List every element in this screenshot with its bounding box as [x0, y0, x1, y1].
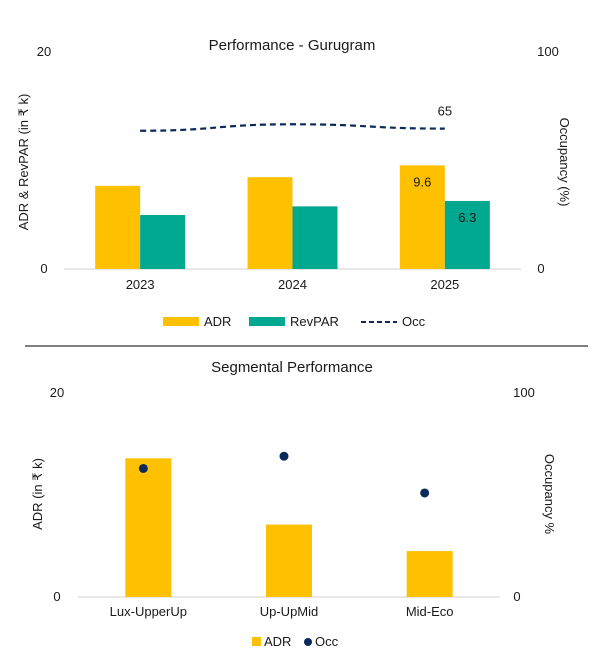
- chart1-y2label: Occupancy (%): [557, 118, 572, 207]
- chart1-bar-adr-2023: [95, 185, 141, 269]
- chart1-x-tick-2024: 2024: [278, 277, 307, 292]
- chart1-x-tick-2023: 2023: [126, 277, 155, 292]
- chart1-y2lim-min: 0: [537, 261, 544, 276]
- chart1-bar-revpar-2024: [292, 206, 338, 269]
- chart2-ylim-min: 0: [53, 589, 60, 604]
- chart1-legend-label-revpar: RevPAR: [290, 314, 339, 329]
- chart1-bar-revpar-2025: [444, 200, 490, 269]
- chart2-y2lim-max: 100: [513, 385, 535, 400]
- chart2-x-tick-Lux-UpperUp: Lux-UpperUp: [110, 604, 187, 619]
- chart1-x-tick-2025: 2025: [430, 277, 459, 292]
- chart2-y2label: Occupancy %: [542, 454, 557, 535]
- chart2-legend-swatch-occ: [304, 638, 312, 646]
- chart1-legend-label-occ: Occ: [402, 314, 426, 329]
- chart2-legend-label-occ: Occ: [315, 634, 339, 649]
- chart1-bar-adr-2025: [399, 165, 445, 269]
- chart2-bar-adr-Mid-Eco: [406, 551, 453, 597]
- chart2-bar-adr-Up-UpMid: [266, 524, 312, 597]
- chart1-legend-label-adr: ADR: [204, 314, 231, 329]
- chart1-legend-swatch-adr: [163, 317, 199, 326]
- chart2-title: Segmental Performance: [211, 359, 373, 376]
- chart2-point-occ-Mid-Eco: [420, 488, 430, 498]
- chart2-x-tick-Up-UpMid: Up-UpMid: [260, 604, 319, 619]
- chart1-bar-revpar-2023: [140, 215, 186, 269]
- chart2-legend-label-adr: ADR: [264, 634, 291, 649]
- chart1-line-occ: [140, 123, 445, 132]
- chart2-ylim-max: 20: [50, 385, 64, 400]
- chart2-point-occ-Lux-UpperUp: [138, 463, 148, 473]
- chart1-legend-swatch-revpar: [249, 317, 285, 326]
- chart1-ylim-min: 0: [40, 261, 47, 276]
- chart2-bar-adr-Lux-UpperUp: [125, 458, 172, 597]
- chart2-y2lim-min: 0: [513, 589, 520, 604]
- chart2-legend-swatch-adr: [252, 637, 261, 646]
- chart-marks: 9.6 6.3 2023 2024 2025 65 ADR RevPAR Occ Lux-Uppe…: [64, 104, 521, 649]
- chart1-data-label-occ-2025: 65: [438, 104, 452, 119]
- chart1-title: Performance - Gurugram: [209, 37, 376, 54]
- chart2-point-occ-Up-UpMid: [279, 451, 289, 461]
- chart2-x-tick-Mid-Eco: Mid-Eco: [406, 604, 454, 619]
- chart1-data-label-adr-2025: 9.6: [413, 174, 431, 189]
- chart1-bar-adr-2024: [247, 177, 293, 269]
- chart1-ylim-max: 20: [37, 44, 51, 59]
- chart1-y2lim-max: 100: [537, 44, 559, 59]
- chart1-data-label-revpar-2025: 6.3: [458, 210, 476, 225]
- chart1-ylabel: ADR & RevPAR (in ₹ k): [16, 94, 31, 231]
- chart2-ylabel: ADR (in ₹ k): [30, 458, 45, 530]
